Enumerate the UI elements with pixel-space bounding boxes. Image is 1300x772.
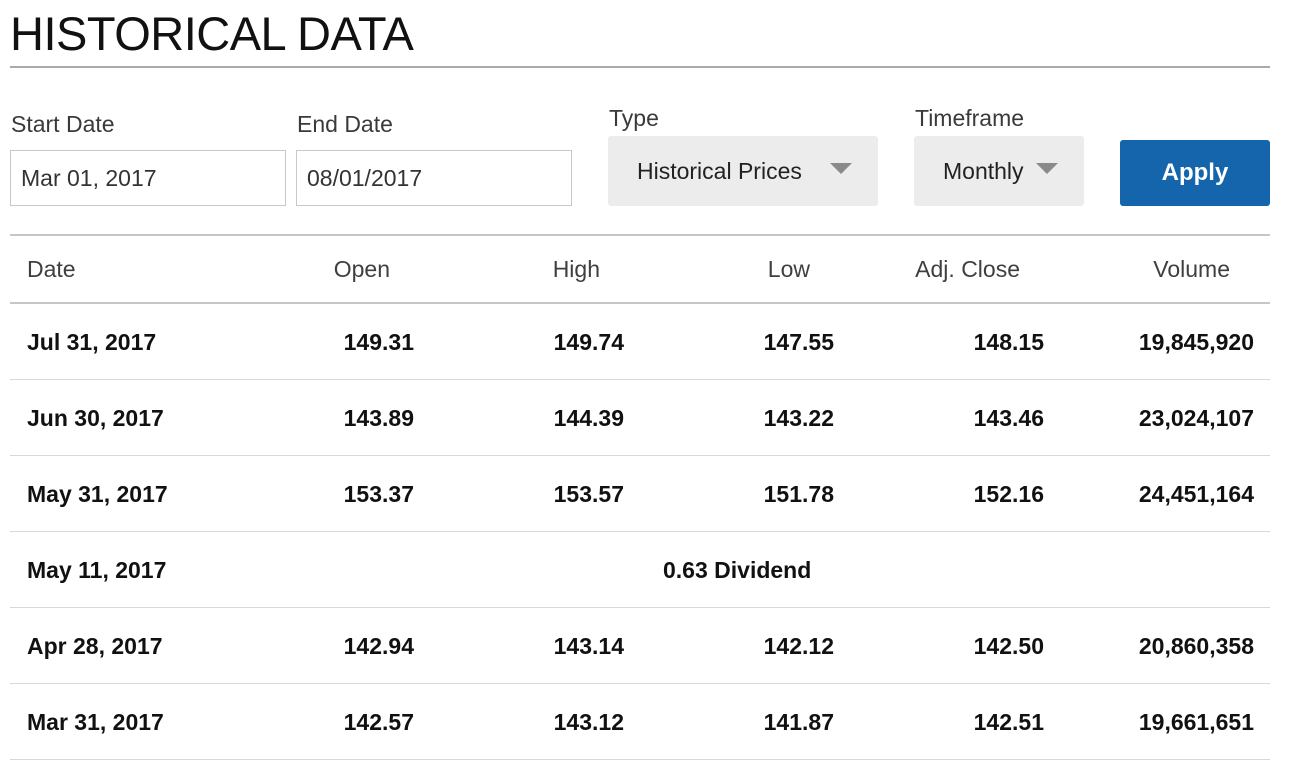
type-label: Type (609, 105, 659, 131)
cell-date: Jul 31, 2017 (27, 329, 157, 355)
timeframe-select-value: Monthly (943, 157, 1024, 184)
header-divider (10, 302, 1270, 304)
cell-volume: 19,661,651 (1138, 709, 1254, 735)
end-date-label: End Date (297, 111, 393, 137)
cell-adj-close: 142.51 (973, 709, 1044, 735)
cell-low: 143.22 (763, 405, 834, 431)
table-row: Jul 31, 2017 149.31 149.74 147.55 148.15… (10, 304, 1270, 380)
column-header-open: Open (333, 256, 390, 282)
cell-adj-close: 142.50 (973, 633, 1044, 659)
start-date-label: Start Date (11, 111, 115, 137)
cell-date: Jun 30, 2017 (27, 405, 164, 431)
title-divider (10, 66, 1270, 68)
table-row-dividend: May 11, 2017 0.63 Dividend (10, 532, 1270, 608)
cell-volume: 23,024,107 (1138, 405, 1254, 431)
timeframe-label: Timeframe (915, 105, 1025, 131)
cell-open: 149.31 (343, 329, 414, 355)
cell-high: 143.14 (553, 633, 624, 659)
cell-low: 147.55 (763, 329, 834, 355)
table-row: May 31, 2017 153.37 153.57 151.78 152.16… (10, 456, 1270, 532)
cell-high: 153.57 (553, 481, 624, 507)
cell-open: 142.57 (343, 709, 414, 735)
end-date-input[interactable] (296, 150, 572, 206)
caret-down-icon (1036, 163, 1058, 174)
column-header-high: High (552, 256, 600, 282)
cell-date: May 11, 2017 (27, 557, 167, 583)
cell-adj-close: 148.15 (973, 329, 1044, 355)
column-header-volume: Volume (1153, 256, 1230, 282)
column-header-date: Date (27, 256, 76, 282)
caret-down-icon (830, 163, 852, 174)
cell-high: 149.74 (553, 329, 624, 355)
cell-high: 143.12 (553, 709, 624, 735)
cell-low: 151.78 (763, 481, 834, 507)
table-row: Apr 28, 2017 142.94 143.14 142.12 142.50… (10, 608, 1270, 684)
cell-adj-close: 152.16 (973, 481, 1044, 507)
cell-date: Apr 28, 2017 (27, 633, 163, 659)
cell-adj-close: 143.46 (973, 405, 1044, 431)
table-row: Mar 31, 2017 142.57 143.12 141.87 142.51… (10, 684, 1270, 760)
cell-date: Mar 31, 2017 (27, 709, 164, 735)
cell-date: May 31, 2017 (27, 481, 168, 507)
cell-high: 144.39 (553, 405, 624, 431)
column-header-low: Low (767, 256, 810, 282)
cell-open: 142.94 (343, 633, 414, 659)
type-select-value: Historical Prices (637, 157, 802, 184)
start-date-input[interactable] (10, 150, 286, 206)
cell-volume: 19,845,920 (1138, 329, 1254, 355)
column-header-adj-close: Adj. Close (915, 256, 1020, 282)
page-title: HISTORICAL DATA (10, 7, 414, 60)
cell-open: 153.37 (343, 481, 414, 507)
cell-volume: 24,451,164 (1138, 481, 1254, 507)
cell-volume: 20,860,358 (1138, 633, 1254, 659)
timeframe-select[interactable]: Monthly (914, 136, 1084, 206)
cell-dividend: 0.63 Dividend (663, 557, 812, 583)
apply-button[interactable]: Apply (1120, 140, 1270, 206)
cell-low: 141.87 (763, 709, 834, 735)
cell-open: 143.89 (343, 405, 414, 431)
type-select[interactable]: Historical Prices (608, 136, 878, 206)
table-row: Jun 30, 2017 143.89 144.39 143.22 143.46… (10, 380, 1270, 456)
table-top-divider (10, 234, 1270, 236)
cell-low: 142.12 (763, 633, 834, 659)
